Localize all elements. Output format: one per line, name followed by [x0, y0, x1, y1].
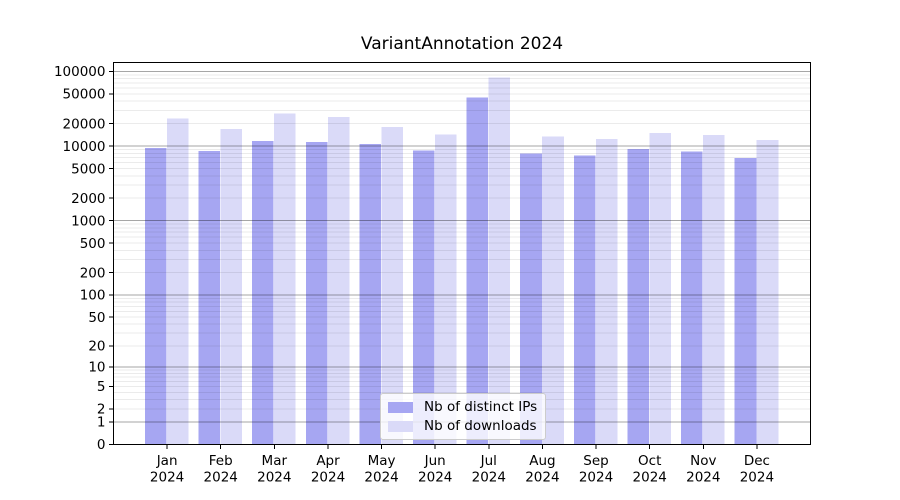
- bar-nb-of-downloads-jul-2024: [488, 77, 511, 445]
- x-tick-label-month: Nov: [690, 453, 716, 469]
- legend-swatch-nb-of-downloads: [388, 420, 413, 432]
- bar-nb-of-downloads-jan-2024: [166, 118, 189, 445]
- bar-nb-of-downloads-sep-2024: [595, 139, 618, 445]
- plot-border: [113, 62, 811, 445]
- legend-label: Nb of downloads: [424, 418, 537, 434]
- bar-nb-of-distinct-ips-aug-2024: [520, 153, 542, 445]
- bar-nb-of-distinct-ips-may-2024: [359, 143, 381, 445]
- x-tick-label-month: Sep: [583, 453, 608, 469]
- bar-nb-of-distinct-ips-jun-2024: [413, 150, 435, 445]
- bar-nb-of-distinct-ips-dec-2024: [734, 158, 757, 445]
- y-tick-label: 1000: [71, 213, 105, 229]
- x-tick-label-month: Jul: [480, 453, 497, 469]
- x-tick-label-month: Aug: [529, 453, 555, 469]
- x-tick-label-month: Apr: [316, 453, 340, 469]
- y-tick-label: 200: [80, 265, 106, 281]
- y-tick-label: 50: [88, 310, 105, 326]
- x-tick-label-month: Dec: [744, 453, 770, 469]
- bar-nb-of-downloads-mar-2024: [274, 113, 296, 445]
- bar-nb-of-distinct-ips-jan-2024: [144, 147, 167, 445]
- y-tick-label: 500: [80, 236, 106, 252]
- x-tick-label-year: 2024: [525, 470, 559, 486]
- x-tick-label-month: Jun: [424, 453, 446, 469]
- y-tick-label: 100: [80, 288, 106, 304]
- y-tick-label: 5000: [71, 161, 105, 177]
- y-tick-label: 10: [88, 360, 105, 376]
- chart-title: VariantAnnotation 2024: [360, 34, 564, 54]
- x-tick-label-month: Oct: [638, 453, 661, 469]
- bar-nb-of-downloads-feb-2024: [220, 128, 243, 445]
- x-tick-label-year: 2024: [418, 470, 452, 486]
- legend-item: Nb of downloads: [388, 418, 537, 434]
- y-tick-label: 5: [97, 379, 106, 395]
- x-tick-label-month: May: [368, 453, 396, 469]
- bar-nb-of-distinct-ips-oct-2024: [627, 148, 650, 445]
- x-tick-label-year: 2024: [472, 470, 506, 486]
- bar-nb-of-distinct-ips-sep-2024: [573, 155, 596, 445]
- bar-nb-of-downloads-may-2024: [381, 127, 403, 445]
- x-tick-label-year: 2024: [150, 470, 184, 486]
- legend-label: Nb of distinct IPs: [424, 399, 538, 415]
- y-tick-label: 50000: [63, 87, 106, 103]
- y-tick-label: 20: [88, 339, 105, 355]
- y-tick-label: 0: [97, 437, 106, 453]
- x-tick-label-year: 2024: [633, 470, 667, 486]
- x-tick-label-month: Mar: [262, 453, 288, 469]
- y-tick-label: 2000: [71, 191, 105, 207]
- x-tick-label-year: 2024: [740, 470, 774, 486]
- y-tick-label: 10000: [63, 139, 106, 155]
- x-tick-label-year: 2024: [686, 470, 720, 486]
- x-tick-label-year: 2024: [311, 470, 345, 486]
- legend-swatch-nb-of-distinct-ips: [388, 401, 413, 413]
- x-tick-label-year: 2024: [257, 470, 291, 486]
- x-tick-label-month: Feb: [209, 453, 233, 469]
- bar-nb-of-distinct-ips-mar-2024: [252, 141, 274, 445]
- bar-nb-of-downloads-nov-2024: [703, 135, 725, 445]
- bar-nb-of-downloads-dec-2024: [756, 139, 779, 445]
- legend: Nb of distinct IPs Nb of downloads: [380, 393, 546, 440]
- bar-nb-of-downloads-aug-2024: [542, 136, 564, 445]
- x-tick-label-year: 2024: [364, 470, 398, 486]
- bar-nb-of-distinct-ips-jul-2024: [466, 97, 489, 445]
- y-tick-label: 1: [97, 415, 106, 431]
- bar-nb-of-distinct-ips-feb-2024: [198, 151, 221, 445]
- bar-nb-of-downloads-apr-2024: [327, 116, 350, 445]
- y-tick-label: 2: [97, 402, 106, 418]
- legend-item: Nb of distinct IPs: [388, 399, 538, 415]
- bar-nb-of-downloads-oct-2024: [649, 133, 672, 445]
- y-tick-label: 20000: [63, 116, 106, 132]
- x-tick-label-month: Jan: [156, 453, 178, 469]
- x-tick-label-year: 2024: [579, 470, 613, 486]
- bar-nb-of-downloads-jun-2024: [435, 134, 457, 445]
- bar-nb-of-distinct-ips-nov-2024: [681, 151, 703, 445]
- y-tick-label: 100000: [54, 64, 106, 80]
- bar-nb-of-distinct-ips-apr-2024: [305, 141, 328, 445]
- x-tick-label-year: 2024: [204, 470, 238, 486]
